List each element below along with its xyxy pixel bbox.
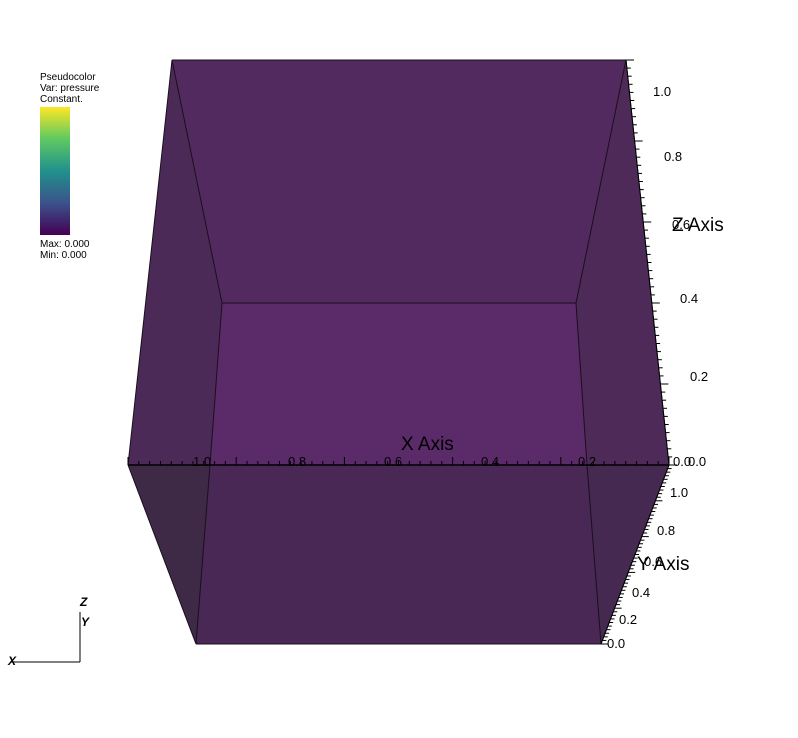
legend-note: Constant. xyxy=(40,94,83,105)
y-tick-label-2: 0.8 xyxy=(657,523,675,538)
z-axis-title: Z Axis xyxy=(672,215,724,236)
z-tick-label-2: 0.8 xyxy=(664,149,682,164)
x-axis-title: X Axis xyxy=(401,434,454,455)
y-axis-ticks xyxy=(601,464,676,645)
x-tick-label-5: 0.2 xyxy=(578,454,596,469)
y-tick-label-4: 0.4 xyxy=(632,585,650,600)
z-tick-label-6: 0.0 xyxy=(688,454,706,469)
x-tick-label-2: 0.8 xyxy=(288,454,306,469)
x-tick-label-3: 0.6 xyxy=(384,454,402,469)
legend-color-bar xyxy=(40,107,70,235)
z-tick-label-4: 0.4 xyxy=(680,291,698,306)
y-tick-label-5: 0.2 xyxy=(619,612,637,627)
legend-variable: Var: pressure xyxy=(40,83,100,94)
x-tick-label-6: 0.0 xyxy=(673,454,691,469)
left-front-face xyxy=(128,465,210,644)
z-axis-ticks xyxy=(626,59,677,466)
triad-x-label: X xyxy=(7,654,17,668)
triad-y-label: Y xyxy=(81,615,90,629)
front-face xyxy=(196,465,601,644)
y-tick-label-1: 1.0 xyxy=(670,485,688,500)
y-tick-label-3: 0.6 xyxy=(644,554,662,569)
legend-max: Max: 0.000 xyxy=(40,239,90,250)
z-tick-label-3: 0.6 xyxy=(672,217,690,232)
right-front-face xyxy=(587,465,669,644)
legend-plot-type: Pseudocolor xyxy=(40,72,96,83)
z-tick-label-1: 1.0 xyxy=(653,84,671,99)
x-tick-label-1: 1.0 xyxy=(193,454,211,469)
x-axis-ticks xyxy=(127,457,670,465)
x-tick-label-4: 0.4 xyxy=(481,454,499,469)
floor-face xyxy=(210,303,587,465)
y-axis-title: Y Axis xyxy=(637,554,689,575)
legend-min: Min: 0.000 xyxy=(40,250,87,261)
left-wall-face xyxy=(128,60,222,465)
right-wall-face xyxy=(576,60,669,465)
triad-z-label: Z xyxy=(79,595,88,609)
y-tick-label-6: 0.0 xyxy=(607,636,625,651)
z-tick-label-5: 0.2 xyxy=(690,369,708,384)
orientation-triad: X Z Y xyxy=(7,595,90,668)
back-wall-face xyxy=(172,60,626,303)
pseudocolor-legend: Pseudocolor Var: pressure Constant. Max:… xyxy=(40,72,99,261)
